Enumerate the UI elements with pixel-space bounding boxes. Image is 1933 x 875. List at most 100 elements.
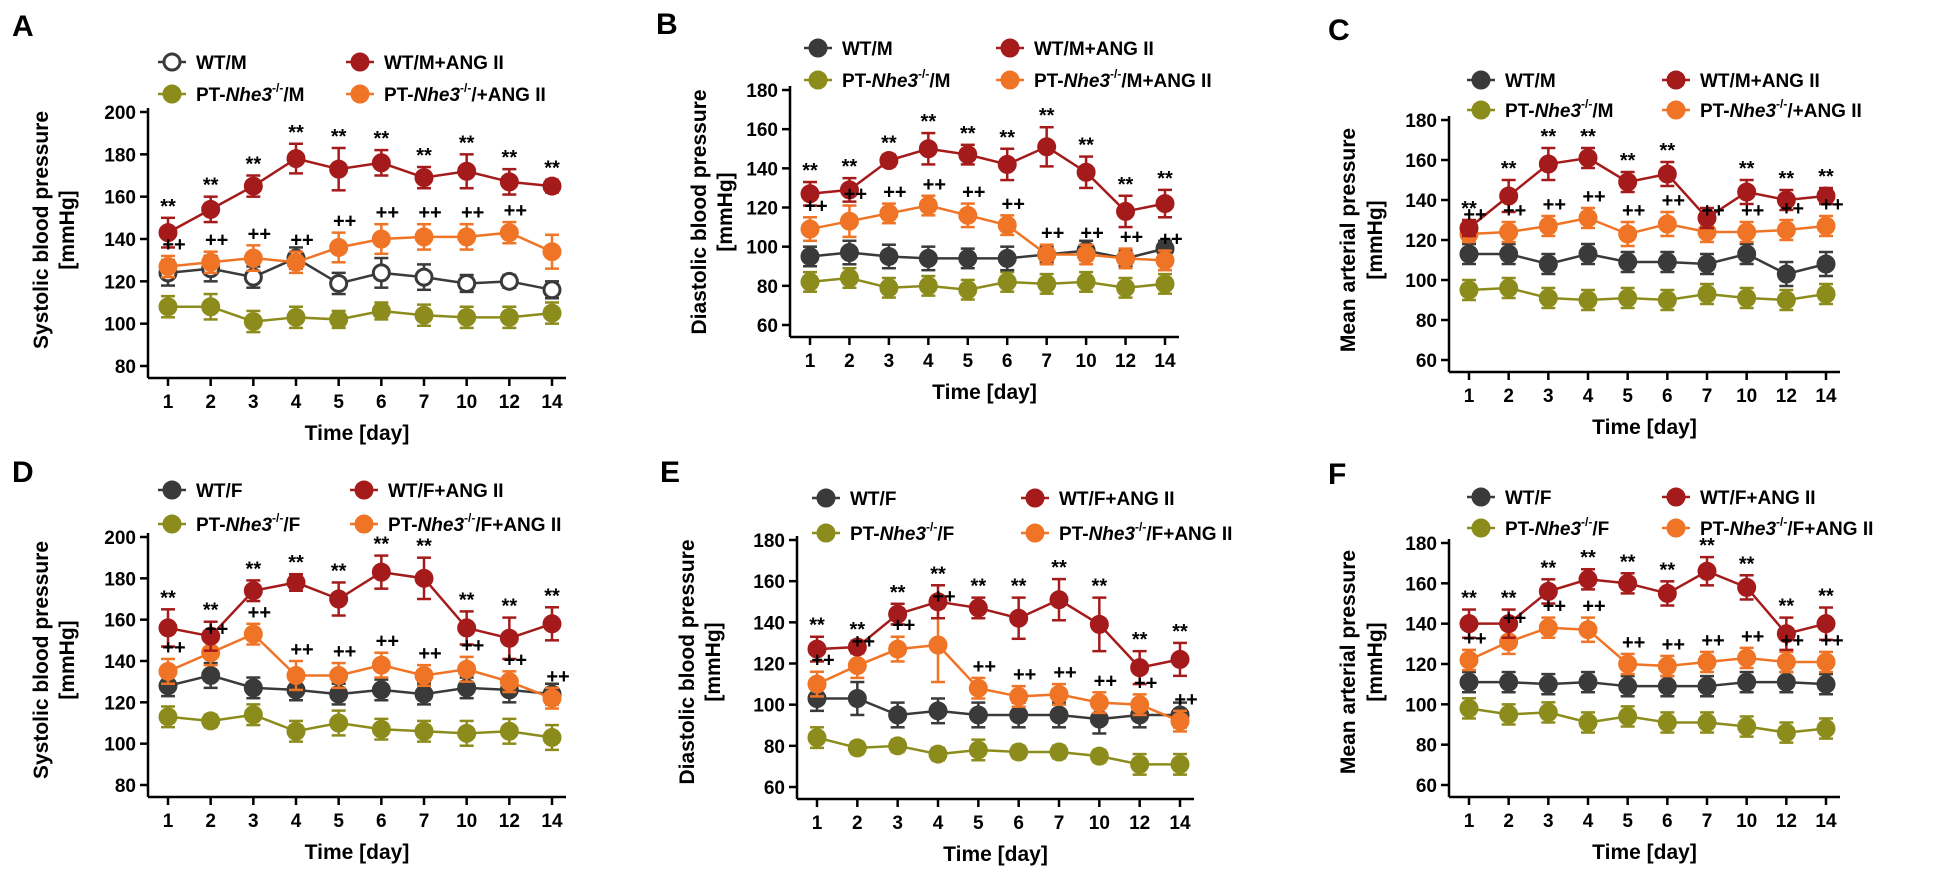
data-point (201, 297, 221, 317)
data-point (329, 273, 349, 293)
data-point (457, 307, 477, 327)
significance-marker: ++ (852, 631, 875, 653)
x-tick-label: 4 (933, 813, 944, 834)
significance-marker: ** (1172, 621, 1188, 643)
x-tick-label: 7 (1054, 813, 1065, 834)
data-point (201, 199, 221, 219)
data-point (997, 154, 1017, 174)
significance-marker: ** (1620, 551, 1636, 573)
x-tick-label: 1 (163, 392, 174, 413)
x-tick-label: 5 (1622, 386, 1633, 407)
data-point (1737, 672, 1757, 692)
data-point (1037, 274, 1057, 294)
significance-marker: ** (1580, 547, 1596, 569)
data-point (1459, 244, 1479, 264)
significance-marker: ** (1660, 140, 1676, 162)
data-point (1657, 214, 1677, 234)
series-line (167, 713, 553, 739)
data-point (542, 176, 562, 196)
data-point (847, 738, 867, 758)
legend-marker (808, 70, 828, 90)
y-tick-label: 180 (753, 531, 785, 552)
significance-marker: ** (1818, 586, 1834, 608)
data-point (1009, 608, 1029, 628)
significance-marker: ++ (962, 182, 985, 204)
data-point (1170, 711, 1190, 731)
legend-marker (808, 38, 828, 58)
significance-marker: ** (1118, 174, 1134, 196)
significance-marker: ** (544, 158, 560, 180)
data-point (1657, 676, 1677, 696)
data-point (1116, 278, 1136, 298)
data-point (371, 562, 391, 582)
data-point (1618, 654, 1638, 674)
data-point (457, 227, 477, 247)
y-tick-label: 100 (104, 735, 136, 756)
y-axis-title: [mmHg] (714, 172, 737, 251)
series-line (1468, 626, 1826, 668)
data-point (1657, 252, 1677, 272)
data-point (928, 592, 948, 612)
legend-label: PT-Nhe3-/-/M (842, 67, 950, 92)
x-tick-label: 10 (1089, 813, 1110, 834)
legend-marker (1471, 487, 1491, 507)
data-point (1155, 274, 1175, 294)
y-tick-label: 100 (1405, 271, 1437, 292)
data-point (800, 219, 820, 239)
significance-marker: ++ (1820, 194, 1843, 216)
y-tick-label: 80 (1416, 311, 1437, 332)
series-ko_ang (158, 622, 562, 710)
data-point (1049, 590, 1069, 610)
x-tick-label: 1 (1464, 811, 1475, 832)
legend-label: PT-Nhe3-/-/F (196, 511, 300, 536)
data-point (997, 272, 1017, 292)
data-point (1130, 754, 1150, 774)
significance-marker: ++ (1741, 626, 1764, 648)
significance-marker: ** (1541, 557, 1557, 579)
x-tick-label: 2 (205, 392, 216, 413)
legend-marker (1666, 100, 1686, 120)
data-point (1009, 742, 1029, 762)
series-line (167, 231, 553, 268)
data-point (371, 229, 391, 249)
data-point (1816, 674, 1836, 694)
series-ko (1459, 276, 1836, 312)
x-axis-title: Time [day] (1592, 416, 1697, 439)
significance-marker: ++ (883, 182, 906, 204)
significance-marker: ** (459, 589, 475, 611)
data-point (542, 614, 562, 634)
significance-marker: ** (1011, 576, 1027, 598)
data-point (1459, 614, 1479, 634)
series-wt_ang (800, 125, 1175, 229)
legend-label: PT-Nhe3-/-/F (850, 520, 954, 545)
data-point (958, 205, 978, 225)
data-point (1737, 577, 1757, 597)
series-line (1468, 156, 1827, 229)
significance-marker: ++ (205, 230, 228, 252)
x-tick-label: 1 (163, 811, 174, 832)
significance-marker: ++ (418, 202, 441, 224)
y-tick-label: 160 (1405, 574, 1437, 595)
x-tick-label: 4 (291, 392, 302, 413)
legend-label: WT/F+ANG II (1059, 489, 1175, 510)
x-tick-label: 7 (419, 392, 430, 413)
series-line (168, 305, 553, 323)
y-tick-label: 120 (104, 272, 136, 293)
data-point (158, 297, 178, 317)
series-ko_ang (800, 194, 1175, 272)
data-point (1776, 264, 1796, 284)
data-point (888, 604, 908, 624)
series-ko_ang (1459, 206, 1836, 248)
data-point (414, 568, 434, 588)
x-tick-label: 14 (1815, 386, 1837, 407)
data-point (1499, 672, 1519, 692)
data-point (414, 305, 434, 325)
series-wt_ang (807, 577, 1190, 686)
series-line (1469, 252, 1827, 276)
x-tick-label: 4 (1583, 811, 1594, 832)
significance-marker: ** (374, 534, 390, 556)
data-point (1657, 164, 1677, 184)
data-point (1578, 672, 1598, 692)
